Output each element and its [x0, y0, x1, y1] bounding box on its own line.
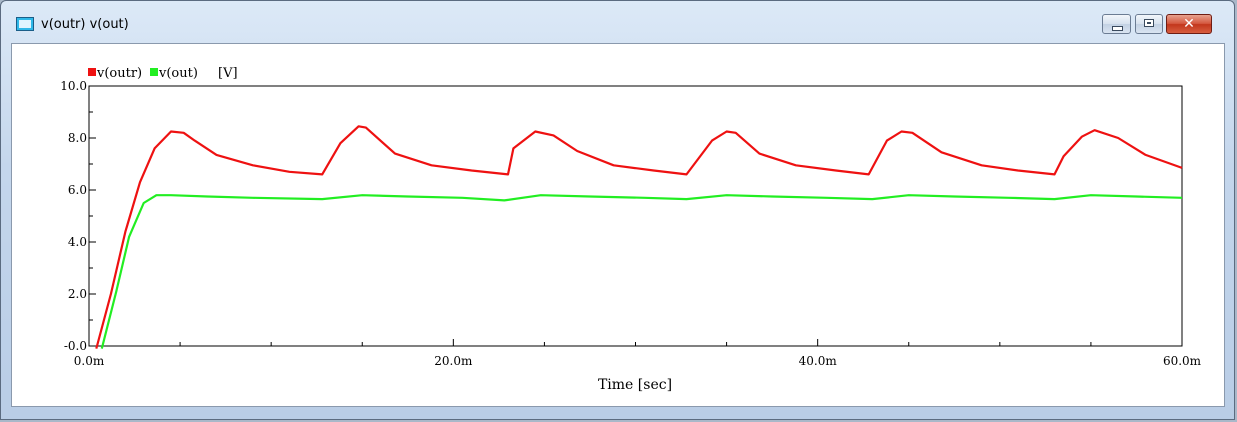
maximize-button[interactable] — [1135, 14, 1163, 34]
x-axis: 0.0m 20.0m 40.0m 60.0m — [74, 339, 1202, 368]
x-tick-label: 60.0m — [1163, 354, 1202, 368]
title-bar[interactable]: v(outr) v(out) ✕ — [1, 1, 1234, 41]
y-tick-label: -0.0 — [64, 339, 87, 353]
legend: v(outr) v(out) [V] — [88, 66, 238, 81]
legend-swatch-outr — [88, 68, 96, 76]
legend-unit: [V] — [218, 66, 238, 81]
window-title: v(outr) v(out) — [41, 17, 129, 32]
waveform-chart: v(outr) v(out) [V] -0.02.04.06.08.010.0 … — [60, 66, 1202, 393]
plot-area[interactable]: v(outr) v(out) [V] -0.0 2.0 4.0 6.0 8.0 10.0 … — [11, 43, 1225, 407]
legend-label-outr: v(outr) — [96, 66, 142, 81]
close-button[interactable]: ✕ — [1166, 14, 1212, 34]
series-line-v-out — [100, 194, 1183, 349]
minimize-icon — [1112, 26, 1123, 31]
maximize-icon — [1144, 19, 1154, 27]
minimize-button[interactable] — [1102, 14, 1131, 34]
series-layer — [95, 125, 1183, 349]
y-tick-label: 8.0 — [68, 131, 87, 145]
x-axis-title: Time [sec] — [598, 377, 672, 393]
x-tick-label: 20.0m — [434, 354, 473, 368]
plot-window-icon — [16, 17, 34, 31]
legend-label-out: v(out) — [158, 66, 198, 81]
y-tick-label: 2.0 — [68, 287, 87, 301]
plot-frame — [88, 85, 1183, 347]
x-tick-label: 0.0m — [74, 354, 105, 368]
y-tick-label: 10.0 — [60, 79, 87, 93]
series-line-v-outr — [95, 125, 1183, 349]
legend-swatch-out — [150, 68, 158, 76]
x-tick-label: 40.0m — [799, 354, 838, 368]
y-tick-label: 6.0 — [68, 183, 87, 197]
y-tick-label: 4.0 — [68, 235, 87, 249]
y-axis: -0.0 2.0 4.0 6.0 8.0 10.0 — [60, 79, 96, 353]
close-icon: ✕ — [1183, 16, 1195, 32]
